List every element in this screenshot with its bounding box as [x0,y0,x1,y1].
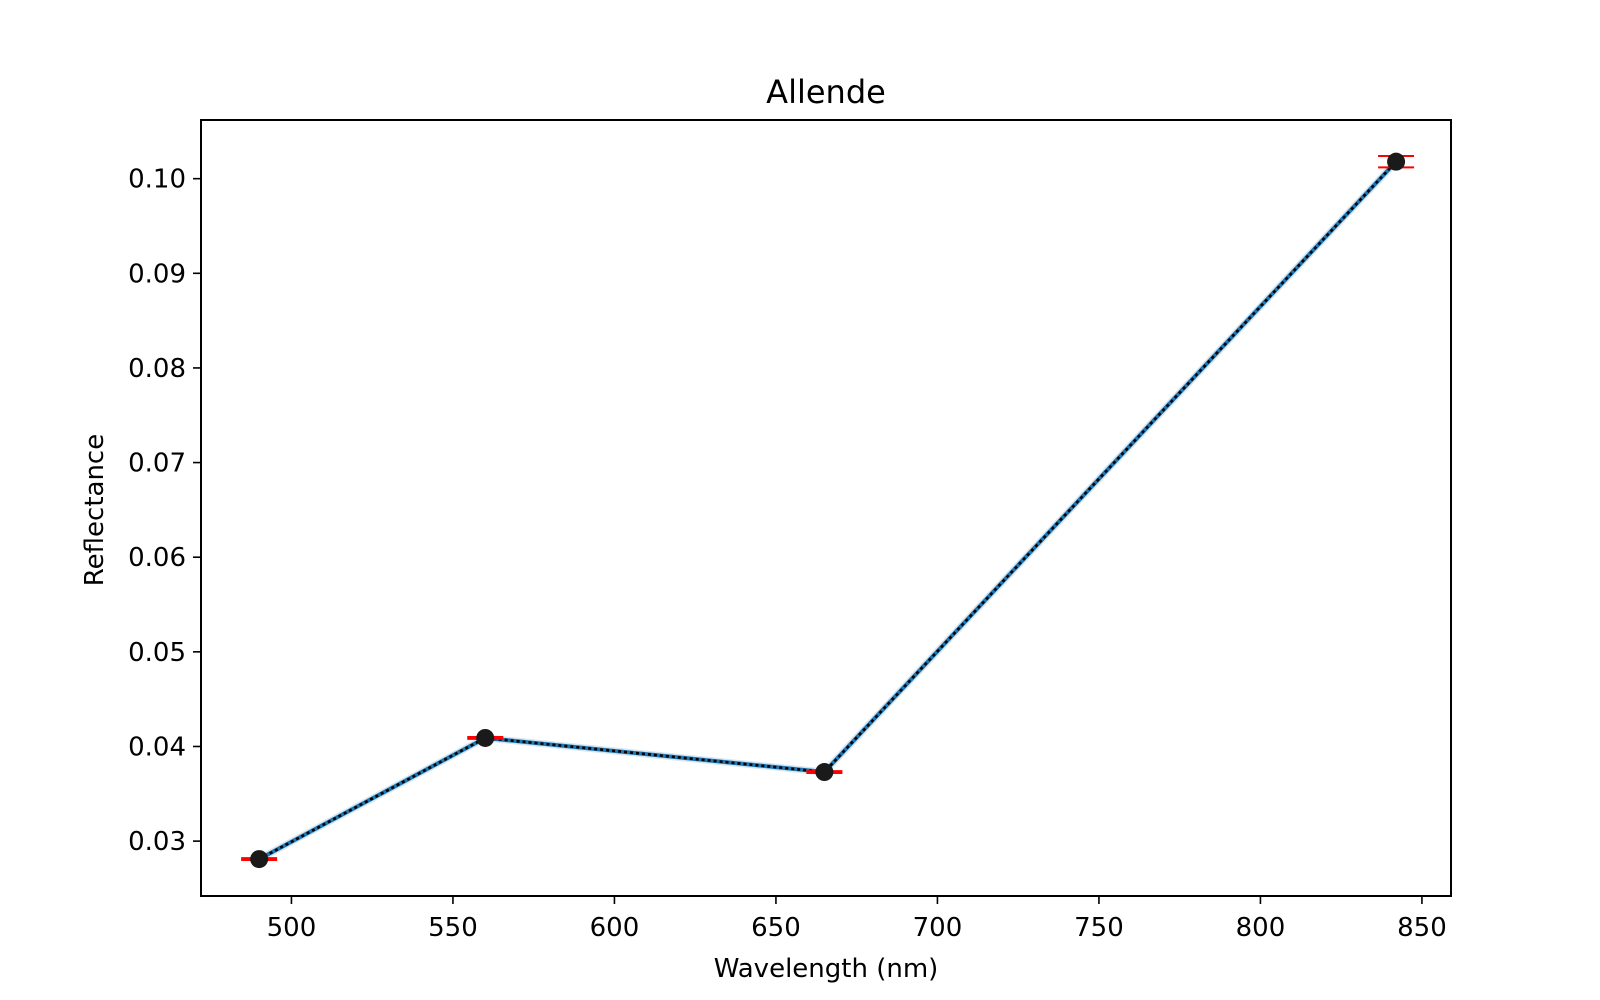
data-point [250,850,269,869]
y-axis: 0.03 0.04 0.05 0.06 0.07 0.08 0.09 0.10 [128,165,201,857]
chart-title: Allende [766,73,886,111]
series-line [258,160,1398,861]
y-tick-label: 0.08 [128,354,186,384]
x-tick-label: 850 [1397,913,1447,943]
plot-frame [200,119,1452,897]
y-tick-label: 0.03 [128,827,186,857]
data-point [815,763,834,782]
y-tick-label: 0.06 [128,543,186,573]
y-tick-label: 0.10 [128,165,186,195]
plot-area [241,152,1415,869]
x-tick-label: 600 [590,913,640,943]
series-dotted-line [258,160,1398,861]
series-band [257,159,1399,863]
x-tick-label: 700 [913,913,963,943]
x-tick-label: 750 [1074,913,1124,943]
data-point [1387,152,1406,171]
y-tick-label: 0.09 [128,259,186,289]
x-axis: 500 550 600 650 700 750 800 850 [267,896,1447,943]
data-point [476,728,495,747]
x-axis-label: Wavelength (nm) [714,954,939,984]
y-tick-label: 0.07 [128,449,186,479]
y-tick-label: 0.04 [128,732,186,762]
x-tick-label: 500 [267,913,317,943]
y-tick-label: 0.05 [128,638,186,668]
x-tick-label: 800 [1236,913,1286,943]
x-tick-label: 650 [751,913,801,943]
y-axis-label: Reflectance [80,434,110,586]
x-tick-label: 550 [428,913,478,943]
